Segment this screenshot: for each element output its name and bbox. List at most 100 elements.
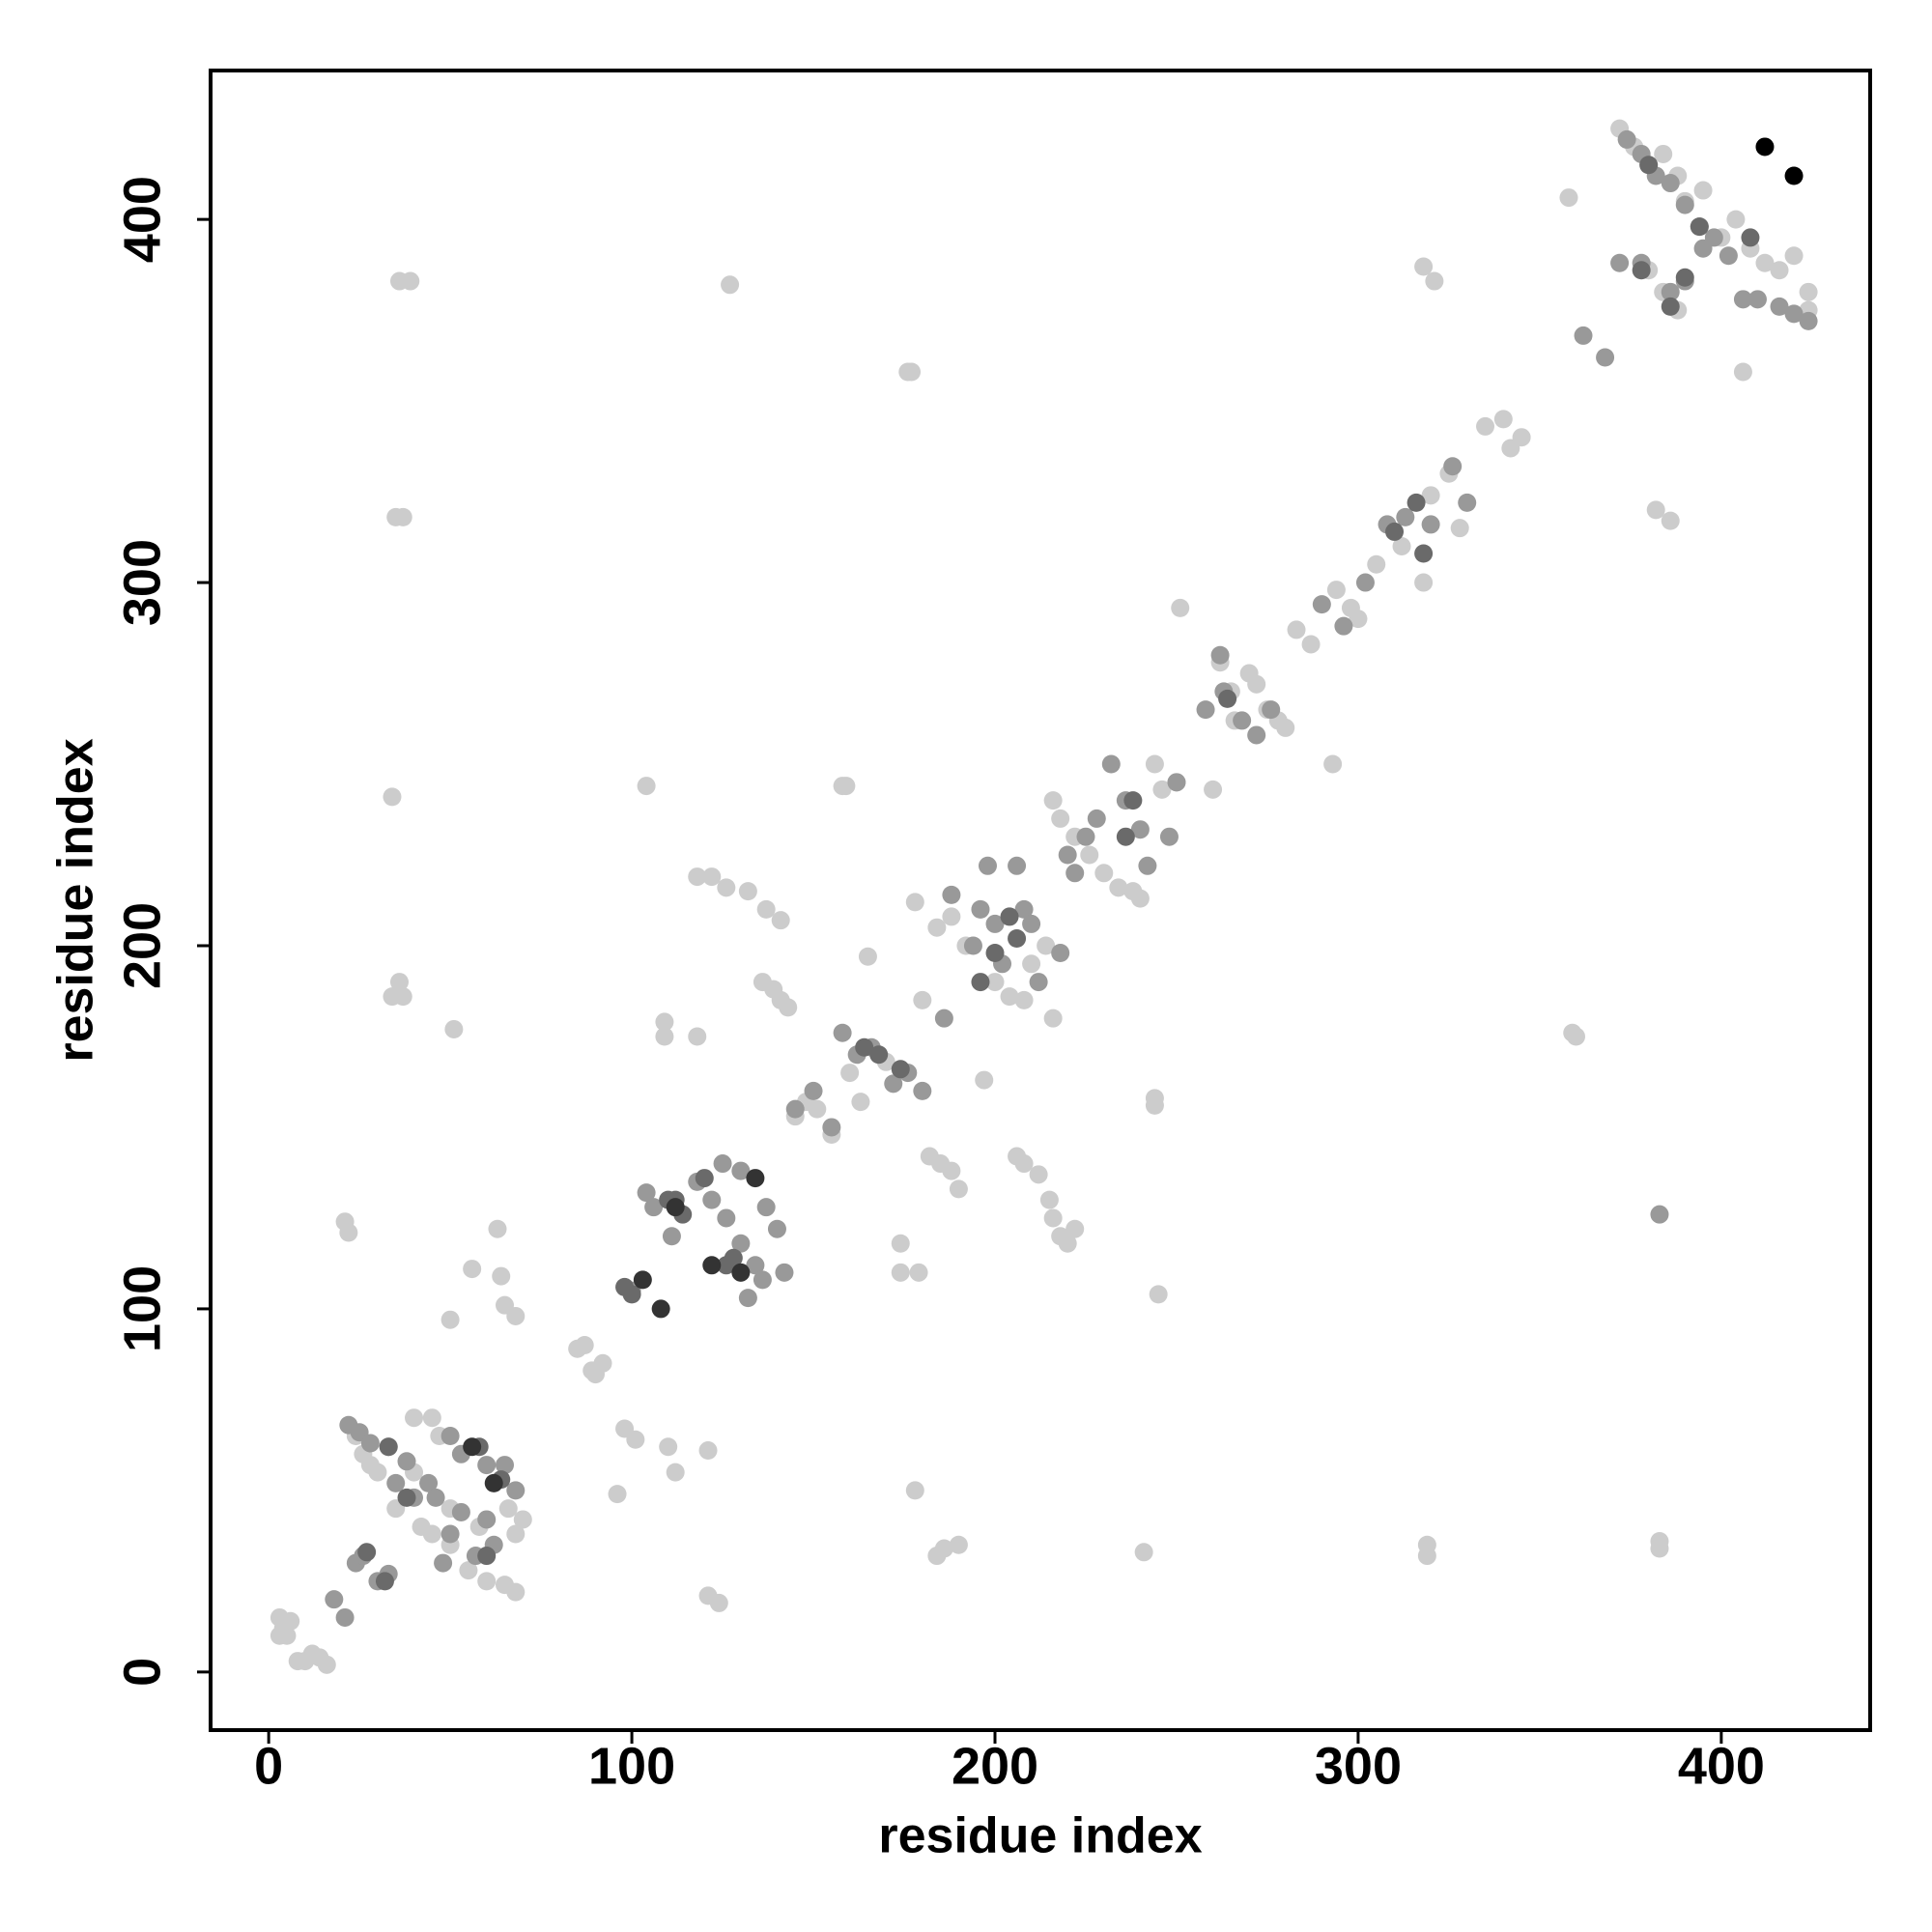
point	[902, 362, 922, 382]
point	[1014, 1154, 1034, 1174]
point	[389, 973, 409, 992]
point	[1784, 166, 1804, 185]
point	[1276, 718, 1295, 737]
x-tick-label: 400	[1678, 1737, 1765, 1795]
point	[913, 1081, 932, 1100]
point	[1385, 522, 1405, 541]
point	[1039, 1190, 1059, 1209]
point	[927, 918, 947, 937]
point	[785, 1099, 805, 1119]
point	[270, 1626, 289, 1645]
point	[1014, 899, 1034, 919]
point	[709, 1593, 728, 1612]
x-tick-label: 200	[952, 1737, 1038, 1795]
point	[978, 856, 997, 875]
point	[746, 1169, 765, 1188]
point	[1196, 700, 1215, 720]
point	[851, 1093, 870, 1112]
point	[1287, 620, 1306, 639]
point	[506, 1524, 526, 1544]
point	[884, 1074, 903, 1094]
point	[1450, 519, 1469, 538]
point	[738, 1289, 757, 1308]
point	[985, 973, 1005, 992]
point	[1233, 711, 1252, 730]
point	[655, 1027, 674, 1046]
point	[855, 1037, 874, 1057]
point	[717, 1256, 736, 1275]
point	[779, 998, 798, 1017]
point	[459, 1561, 478, 1580]
point	[975, 1070, 994, 1090]
point	[659, 1437, 678, 1457]
point	[1029, 973, 1048, 992]
point	[985, 944, 1005, 963]
point	[942, 1161, 961, 1180]
point	[756, 1198, 776, 1217]
point	[1145, 1095, 1164, 1115]
point	[698, 1441, 718, 1461]
point	[1094, 864, 1114, 883]
point	[909, 1263, 928, 1282]
point	[1617, 129, 1636, 149]
point	[1654, 144, 1673, 163]
y-tick-label: 100	[113, 1265, 171, 1352]
point	[397, 1488, 416, 1507]
point	[840, 1064, 860, 1083]
point	[1029, 1165, 1048, 1184]
point	[756, 899, 776, 919]
point	[1022, 954, 1041, 974]
point	[1733, 362, 1752, 382]
point	[506, 1306, 526, 1325]
point	[688, 1027, 707, 1046]
point	[498, 1499, 518, 1519]
plot-frame	[209, 69, 1872, 1732]
point	[1406, 493, 1426, 512]
point	[1116, 827, 1135, 846]
point	[1171, 598, 1190, 617]
point	[317, 1655, 336, 1674]
point	[913, 990, 932, 1009]
point	[1476, 416, 1495, 436]
point	[1000, 987, 1019, 1007]
point	[608, 1485, 627, 1504]
point	[1610, 253, 1630, 272]
point	[1109, 878, 1128, 897]
point	[1726, 210, 1746, 229]
point	[1247, 674, 1266, 694]
x-axis-title: residue index	[878, 1808, 1202, 1864]
point	[1145, 754, 1164, 774]
y-tick-label: 200	[113, 902, 171, 989]
point	[1323, 754, 1343, 774]
point	[1421, 515, 1440, 534]
point	[1367, 554, 1386, 574]
point	[655, 1012, 674, 1032]
point	[1076, 827, 1095, 846]
point	[1043, 1009, 1063, 1028]
point	[1639, 156, 1659, 175]
y-tick-label: 300	[113, 539, 171, 626]
point	[1210, 645, 1230, 665]
point	[637, 777, 656, 796]
point	[1596, 348, 1615, 367]
point	[484, 1473, 503, 1492]
point	[1512, 428, 1531, 447]
point	[1661, 174, 1680, 193]
point	[1037, 936, 1056, 955]
point	[1755, 137, 1775, 156]
point	[949, 1535, 968, 1554]
point	[905, 1481, 924, 1500]
point	[440, 1426, 460, 1445]
point	[335, 1607, 355, 1627]
point	[1690, 217, 1709, 237]
point	[492, 1266, 511, 1286]
point	[1755, 253, 1775, 272]
point	[1123, 791, 1143, 810]
point	[731, 1263, 751, 1282]
point	[702, 1256, 722, 1275]
point	[1349, 610, 1368, 629]
point	[1058, 845, 1077, 865]
point	[942, 907, 961, 926]
point	[1799, 282, 1818, 301]
point	[1417, 1535, 1436, 1554]
